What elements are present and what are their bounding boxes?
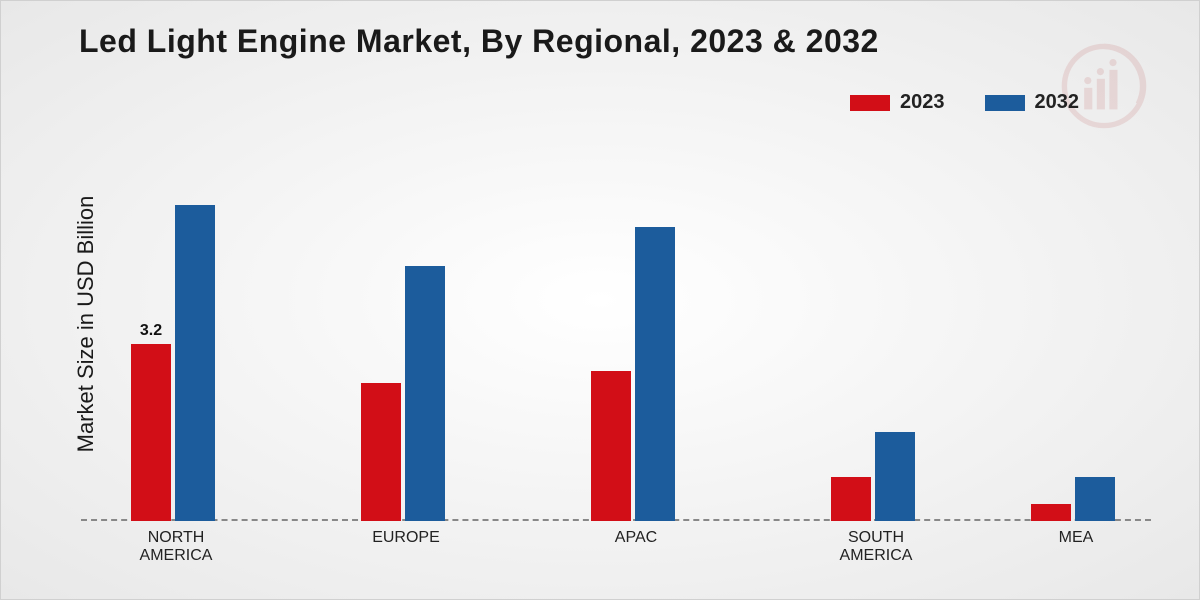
legend-swatch-2023 [850, 95, 890, 111]
legend-item-2032: 2032 [985, 91, 1080, 114]
bar-y2023 [131, 344, 171, 521]
bar-y2032 [635, 227, 675, 521]
bar-group: 3.2 [111, 161, 241, 521]
chart-frame: Led Light Engine Market, By Regional, 20… [0, 0, 1200, 600]
bar-y2032 [405, 266, 445, 521]
bar-value-label: 3.2 [121, 322, 181, 340]
watermark-logo-icon [1059, 41, 1149, 131]
x-tick-label: NORTHAMERICA [101, 529, 251, 566]
bar-group [811, 161, 941, 521]
bar-y2023 [361, 383, 401, 521]
legend-label-2032: 2032 [1035, 91, 1080, 114]
legend-label-2023: 2023 [900, 91, 945, 114]
legend: 2023 2032 [850, 91, 1079, 114]
bar-y2023 [831, 477, 871, 521]
bar-y2032 [175, 205, 215, 521]
bar-group [341, 161, 471, 521]
chart-title: Led Light Engine Market, By Regional, 20… [79, 23, 879, 60]
bar-y2032 [875, 432, 915, 521]
x-axis-labels: NORTHAMERICA EUROPE APAC SOUTHAMERICA MEA [81, 529, 1151, 579]
bar-y2023 [1031, 504, 1071, 521]
legend-item-2023: 2023 [850, 91, 945, 114]
legend-swatch-2032 [985, 95, 1025, 111]
bar-group [571, 161, 701, 521]
bar-y2032 [1075, 477, 1115, 521]
plot-area: 3.2 [81, 161, 1151, 521]
x-tick-label: MEA [1001, 529, 1151, 547]
x-tick-label: APAC [561, 529, 711, 547]
bar-group [1011, 161, 1141, 521]
x-tick-label: SOUTHAMERICA [801, 529, 951, 566]
x-tick-label: EUROPE [331, 529, 481, 547]
bar-y2023 [591, 371, 631, 521]
